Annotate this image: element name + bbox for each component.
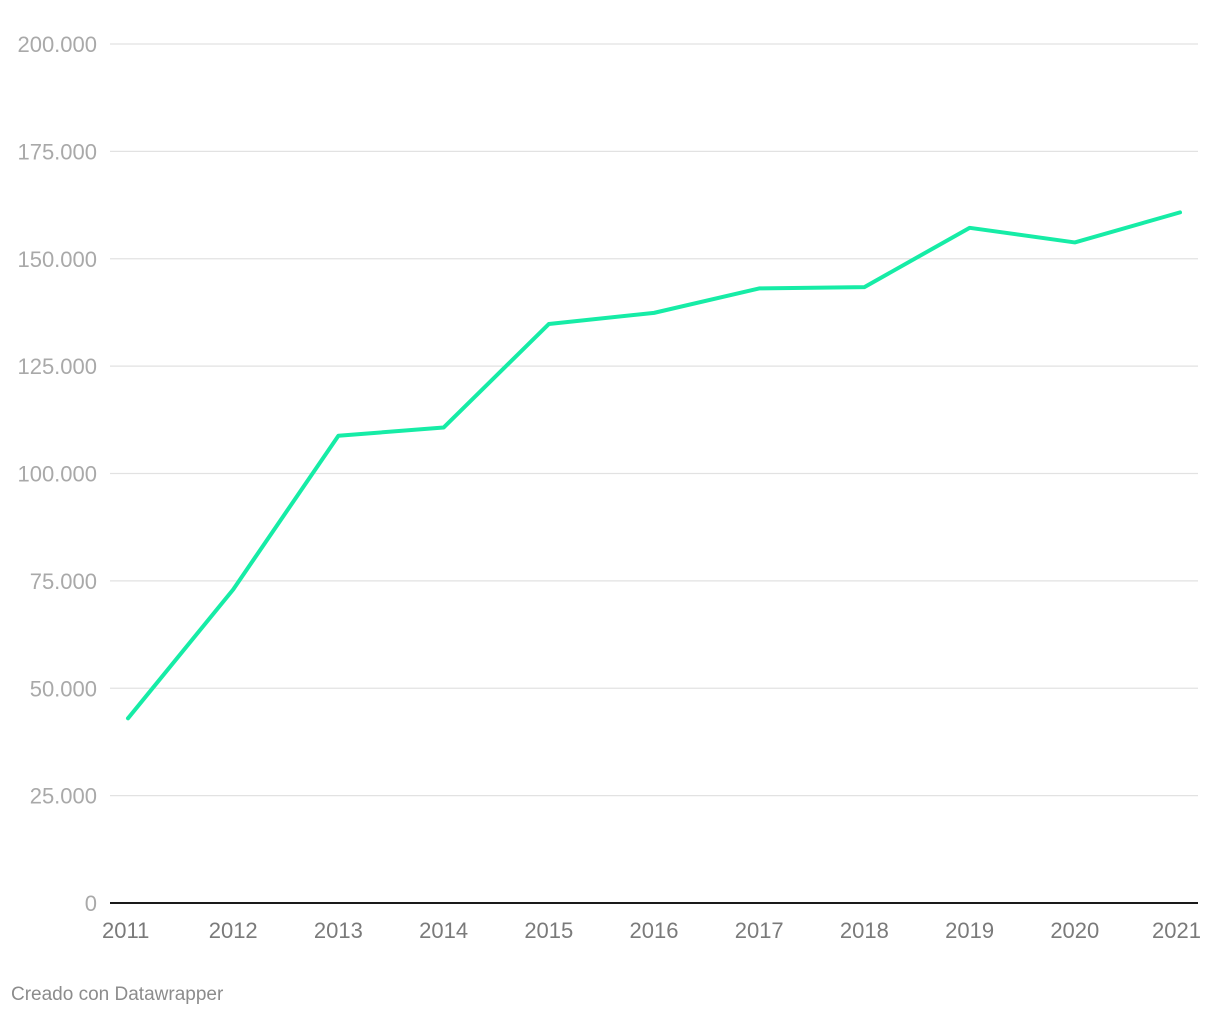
x-tick-label: 2015 [524, 918, 573, 943]
x-tick-label: 2011 [102, 918, 149, 943]
x-tick-label: 2019 [945, 918, 994, 943]
y-tick-label: 200.000 [17, 32, 97, 57]
y-tick-label: 100.000 [17, 462, 97, 487]
y-tick-label: 75.000 [30, 569, 97, 594]
y-tick-label: 125.000 [17, 354, 97, 379]
y-tick-label: 25.000 [30, 784, 97, 809]
y-tick-label: 50.000 [30, 676, 97, 701]
x-tick-label: 2020 [1050, 918, 1099, 943]
y-tick-label: 0 [85, 891, 97, 916]
x-tick-label: 2014 [419, 918, 468, 943]
y-tick-label: 175.000 [17, 139, 97, 164]
y-axis-ticks: 0 25.000 50.000 75.000 100.000 125.000 150.000… [17, 32, 97, 916]
x-tick-label: 2016 [630, 918, 679, 943]
x-axis-ticks: 2011 2012 2013 2014 2015 2016 2017 2018 2019 2020… [102, 918, 1201, 943]
datawrapper-credit: Creado con Datawrapper [11, 984, 224, 1005]
x-tick-label: 2021 [1152, 918, 1201, 943]
y-tick-label: 150.000 [17, 247, 97, 272]
x-tick-label: 2018 [840, 918, 889, 943]
x-tick-label: 2013 [314, 918, 363, 943]
x-tick-label: 2017 [735, 918, 784, 943]
series-layer [126, 210, 1182, 721]
gridlines [110, 43, 1198, 904]
series-line [126, 210, 1182, 721]
x-tick-label: 2012 [209, 918, 258, 943]
